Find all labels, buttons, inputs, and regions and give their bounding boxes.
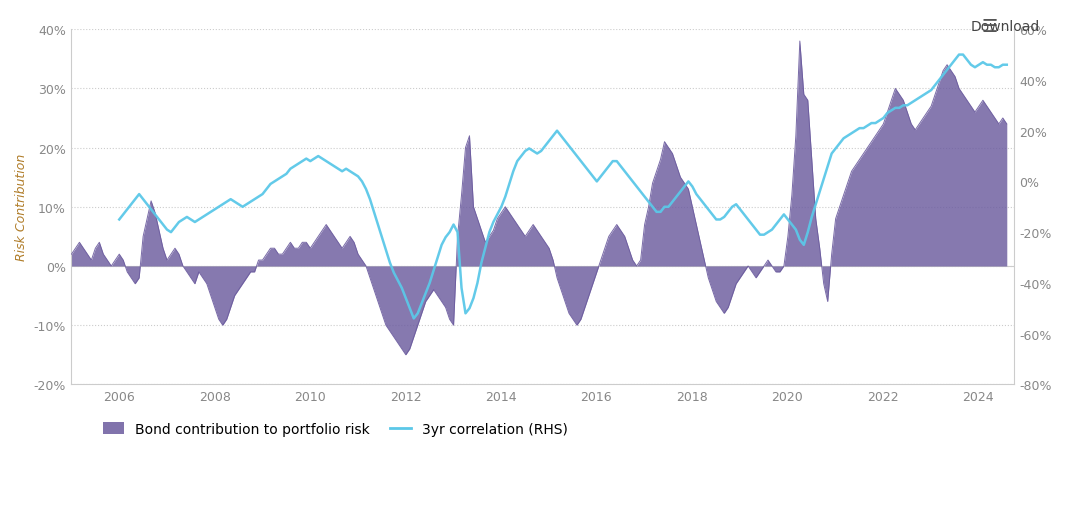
Y-axis label: Risk Contribution: Risk Contribution [15,154,28,261]
Text: ☰: ☰ [982,18,998,36]
Legend: Bond contribution to portfolio risk, 3yr correlation (RHS): Bond contribution to portfolio risk, 3yr… [97,416,574,441]
Text: Download: Download [971,20,1040,34]
